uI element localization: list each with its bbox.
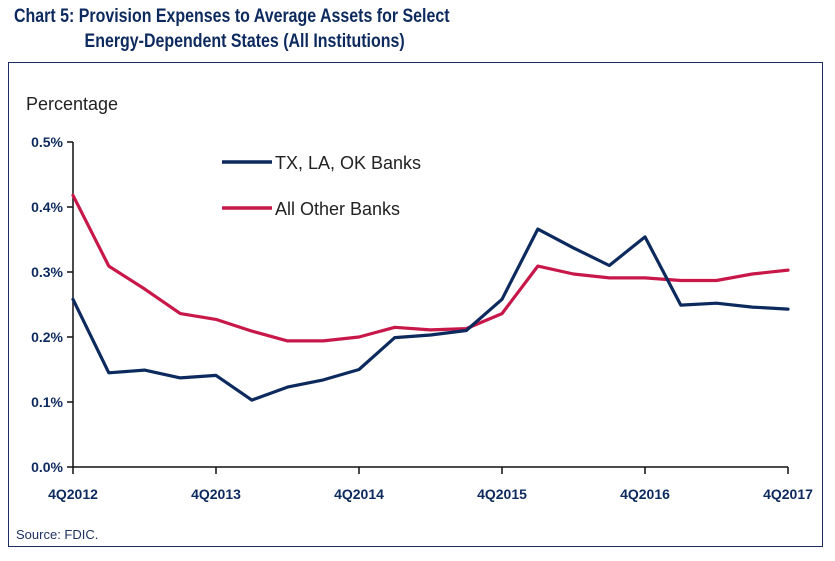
legend-label-1: All Other Banks [275,199,400,219]
source-note: Source: FDIC. [16,527,99,542]
y-tick-label: 0.0% [31,459,63,475]
series-line-0 [71,227,790,402]
chart-title-line-1: Chart 5: Provision Expenses to Average A… [14,6,450,27]
x-tick-label: 4Q2014 [334,486,384,502]
y-tick-labels: 0.0% 0.1% 0.2% 0.3% 0.4% 0.5% [31,134,63,475]
legend: TX, LA, OK Banks All Other Banks [222,153,421,219]
legend-label-0: TX, LA, OK Banks [275,153,421,173]
chart-frame [8,62,823,547]
chart-title: Chart 5: Provision Expenses to Average A… [14,4,686,54]
y-axis-label: Percentage [26,94,119,114]
axes [67,141,789,474]
x-tick-label: 4Q2016 [620,486,670,502]
x-tick-labels: 4Q2012 4Q2013 4Q2014 4Q2015 4Q2016 4Q2017 [48,486,813,502]
y-tick-label: 0.2% [31,329,63,345]
x-tick-label: 4Q2012 [48,486,98,502]
x-tick-label: 4Q2017 [763,486,813,502]
chart-title-line-2: Energy-Dependent States (All Institution… [84,31,405,52]
x-tick-label: 4Q2013 [191,486,241,502]
series-line-1 [71,193,790,343]
y-tick-label: 0.1% [31,394,63,410]
y-tick-label: 0.5% [31,134,63,150]
y-tick-label: 0.3% [31,264,63,280]
x-tick-label: 4Q2015 [477,486,527,502]
series-lines [71,193,790,402]
y-tick-label: 0.4% [31,199,63,215]
